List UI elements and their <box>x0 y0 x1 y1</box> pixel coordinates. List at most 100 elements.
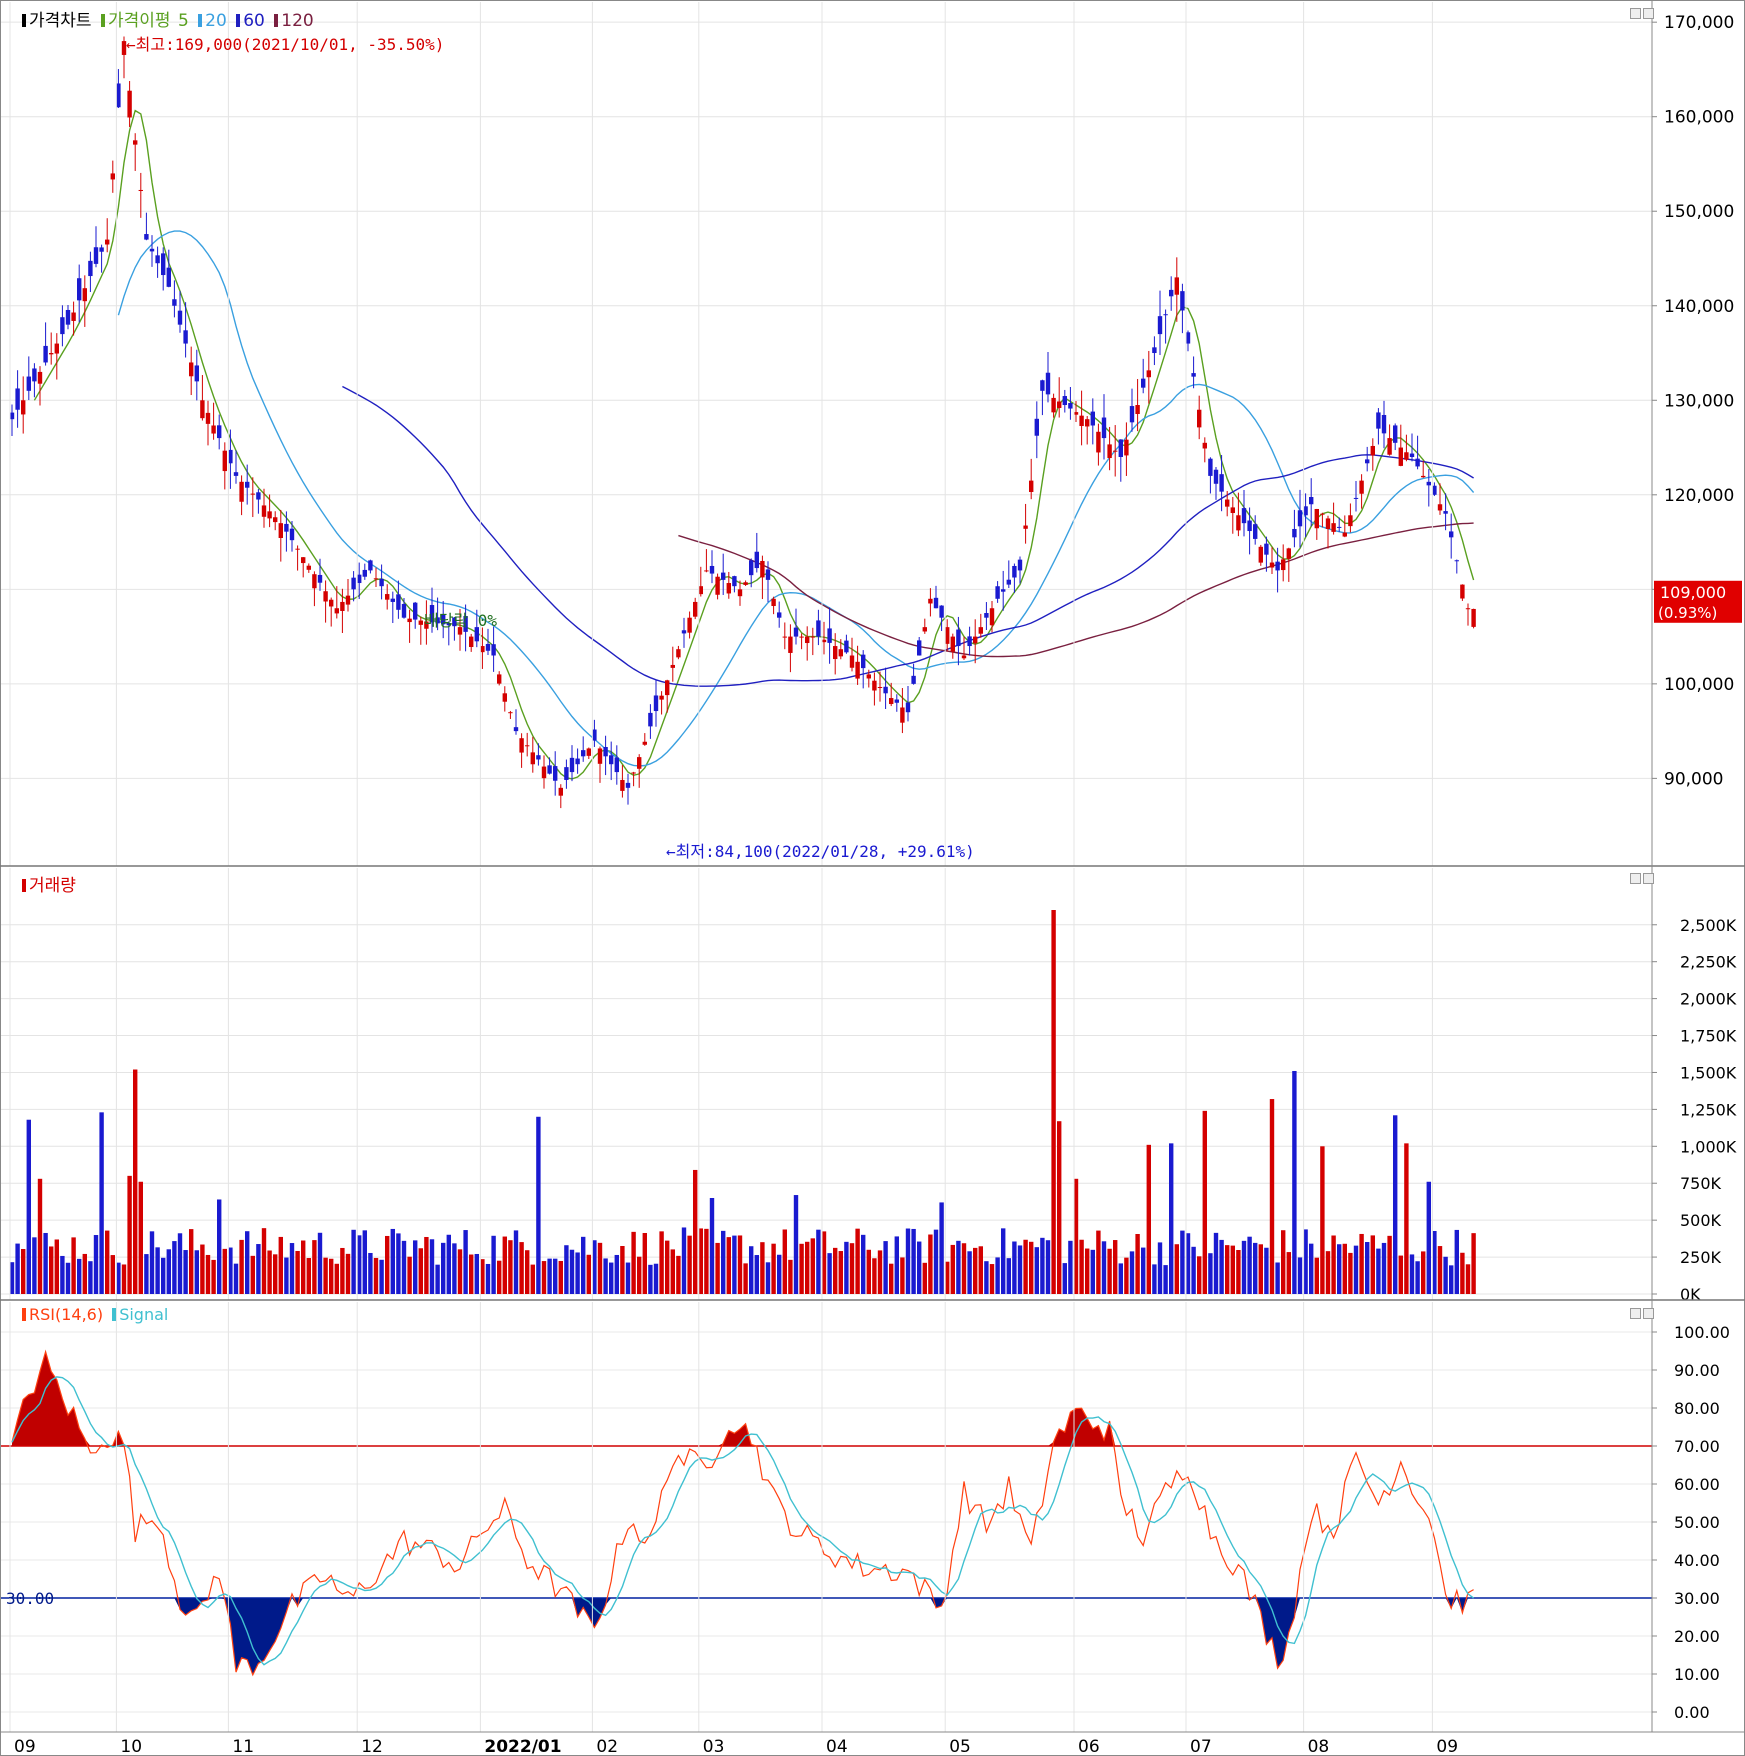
rsi-legend: RSI(14,6) Signal <box>22 1305 172 1324</box>
candle-body <box>1297 510 1303 527</box>
pane-maximize-icon[interactable] <box>1643 1308 1654 1319</box>
volume-bar <box>1197 1256 1202 1294</box>
pane-maximize-icon[interactable] <box>1630 8 1641 19</box>
volume-bar <box>788 1259 793 1294</box>
volume-bar <box>1409 1254 1415 1294</box>
rsi-tick-label: 10.00 <box>1674 1665 1720 1684</box>
pane-maximize-icon[interactable] <box>1643 873 1654 884</box>
candle-body <box>1247 520 1252 532</box>
candle-body <box>37 371 43 384</box>
volume-bar <box>777 1254 782 1294</box>
candle-body <box>1213 469 1219 484</box>
candle-body <box>1376 412 1381 429</box>
candle-body <box>1359 480 1364 494</box>
candle-body <box>547 765 552 774</box>
volume-bar <box>301 1240 306 1294</box>
volume-bar <box>821 1231 827 1294</box>
candle-body <box>569 757 575 773</box>
volume-bar <box>217 1199 222 1294</box>
rsi-tick-label: 30.00 <box>1674 1589 1720 1608</box>
volume-bar <box>603 1258 608 1294</box>
rsi-tick-label: 100.00 <box>1674 1323 1730 1342</box>
candle-body <box>1415 458 1420 467</box>
dividend-annotation: 배당락 0% <box>424 611 498 630</box>
volume-bar <box>469 1254 474 1294</box>
candle-body <box>127 90 132 118</box>
pane-maximize-icon[interactable] <box>1630 873 1641 884</box>
candle-body <box>1096 431 1101 453</box>
candle-body <box>452 617 457 627</box>
volume-bar <box>121 1264 127 1294</box>
candle-body <box>1085 419 1090 427</box>
candle-body <box>1393 425 1398 443</box>
last-price-label: 109,000 <box>1660 583 1726 602</box>
candle-body <box>967 636 972 647</box>
volume-bar <box>793 1195 799 1294</box>
candle-body <box>172 299 177 306</box>
candle-body <box>614 757 619 773</box>
candle-body <box>1275 561 1280 571</box>
volume-bar <box>1219 1239 1224 1294</box>
volume-bar <box>1012 1241 1017 1294</box>
volume-tick-label: 0K <box>1680 1285 1701 1304</box>
volume-bar <box>872 1258 877 1294</box>
candle-body <box>228 449 233 464</box>
volume-bar <box>278 1236 283 1294</box>
candle-body <box>704 570 709 572</box>
volume-bar <box>329 1258 334 1294</box>
volume-bar <box>1174 1244 1179 1294</box>
volume-bar <box>32 1237 37 1294</box>
volume-bar <box>866 1249 871 1294</box>
candle-body <box>1314 508 1319 529</box>
volume-bar <box>1269 1099 1275 1294</box>
volume-bar <box>849 1243 855 1294</box>
candle-body <box>810 636 815 638</box>
candle-body <box>698 586 703 595</box>
ma20-label: 20 <box>198 11 229 31</box>
candle-body <box>1124 439 1129 456</box>
candle-body <box>1471 608 1476 627</box>
volume-bar <box>508 1240 513 1294</box>
candle-body <box>1331 523 1336 532</box>
volume-bar <box>855 1228 860 1294</box>
volume-bar <box>1241 1240 1247 1294</box>
candle-body <box>463 616 468 632</box>
volume-bar <box>659 1231 664 1294</box>
volume-bar <box>894 1236 899 1294</box>
candle-body <box>889 698 894 705</box>
volume-bar <box>810 1238 815 1294</box>
x-tick-label: 03 <box>703 1737 725 1756</box>
volume-bar <box>530 1264 535 1294</box>
candle-body <box>681 630 687 634</box>
candle-body <box>687 617 692 633</box>
ma-label: 가격이평 5 <box>100 11 191 31</box>
volume-bar <box>1253 1242 1258 1294</box>
candle-body <box>530 752 535 765</box>
volume-bar <box>116 1262 121 1294</box>
volume-bar <box>1303 1229 1308 1294</box>
volume-bar <box>575 1252 580 1294</box>
candle-body <box>950 636 955 652</box>
volume-bar <box>670 1249 675 1294</box>
candle-body <box>105 239 110 245</box>
pane-maximize-icon[interactable] <box>1643 8 1654 19</box>
candle-body <box>385 594 390 600</box>
volume-bar <box>973 1247 978 1294</box>
candle-body <box>301 557 306 564</box>
rsi-label: RSI(14,6) <box>29 1305 104 1324</box>
candle-body <box>233 472 239 476</box>
volume-bar <box>497 1260 502 1294</box>
candle-body <box>1169 289 1174 297</box>
candle-body <box>189 362 194 377</box>
volume-bar <box>1073 1178 1079 1294</box>
candle-body <box>939 605 944 618</box>
ma20-line <box>117 230 1475 767</box>
volume-bar <box>905 1228 911 1294</box>
candle-body <box>844 640 849 653</box>
candle-body <box>665 680 670 696</box>
volume-bar <box>687 1235 692 1294</box>
candle-body <box>1236 515 1241 531</box>
candle-body <box>1370 445 1375 456</box>
candle-body <box>1185 332 1191 344</box>
pane-maximize-icon[interactable] <box>1630 1308 1641 1319</box>
